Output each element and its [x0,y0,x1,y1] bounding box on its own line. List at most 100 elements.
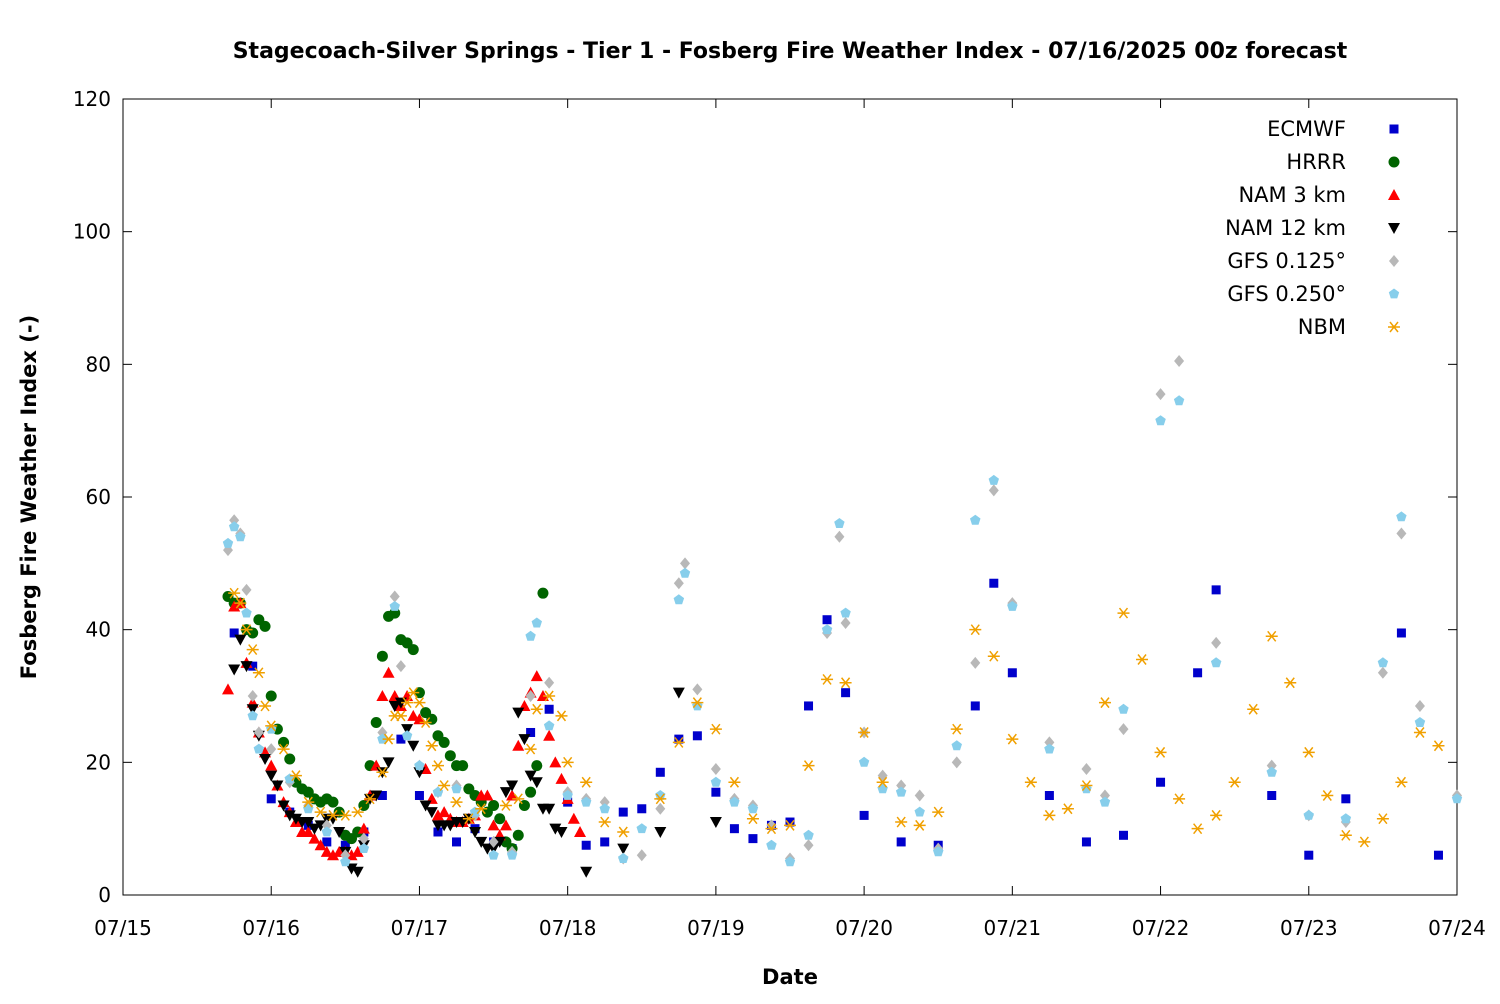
data-point-nam-12-km [469,826,482,838]
data-point-ecmwf [526,727,536,737]
data-point-nbm [1006,733,1019,745]
data-point-nam-3-km [413,713,426,725]
data-point-ecmwf [1267,791,1277,800]
y-axis-label: Fosberg Fire Weather Index (-) [17,315,41,679]
data-point-gfs-0-125 [655,802,666,815]
data-point-ecmwf [804,701,814,711]
data-point-gfs-0-250 [766,839,777,850]
data-point-nam-12-km [487,843,500,855]
data-point-hrrr [376,650,388,662]
data-point-hrrr [413,687,425,699]
data-point-nam-12-km [394,697,407,709]
data-point-nbm [672,736,685,748]
data-point-ecmwf [229,628,239,638]
data-point-nbm [1302,746,1315,758]
data-point-gfs-0-125 [673,577,684,590]
data-point-nbm [302,796,315,808]
data-point-ecmwf [414,791,424,800]
data-point-nbm [987,650,1000,662]
data-point-nam-12-km [246,704,259,716]
data-point-ecmwf [841,688,851,698]
data-point-nbm [1284,677,1297,689]
data-point-nbm [765,823,778,835]
data-point-nam-12-km [530,777,543,789]
data-point-gfs-0-250 [784,856,796,867]
data-point-gfs-0-250 [414,760,425,771]
data-point-nam-3-km [221,683,234,695]
data-point-nam-12-km [555,826,568,838]
data-point-ecmwf [618,807,628,817]
data-point-ecmwf [340,840,350,850]
data-point-nbm [1395,776,1408,788]
data-point-nam-3-km [314,839,327,851]
data-point-nam-3-km [487,819,500,831]
data-point-nam-12-km [709,817,722,829]
data-point-hrrr [531,760,543,772]
data-point-gfs-0-250 [988,474,999,485]
data-point-nbm [1080,780,1093,792]
data-point-ecmwf [322,837,332,847]
data-point-nbm [246,644,259,656]
data-point-gfs-0-250 [222,537,234,548]
data-point-ecmwf [1433,850,1443,860]
data-point-gfs-0-125 [389,590,400,603]
data-point-nam-12-km [401,724,414,736]
data-point-ecmwf [1044,791,1054,800]
data-point-nbm [895,816,908,828]
data-point-nam-12-km [580,866,593,878]
data-point-ecmwf [637,804,647,814]
data-point-gfs-0-125 [877,769,888,782]
data-point-nam-12-km [419,800,432,812]
data-point-hrrr [444,750,456,762]
data-point-gfs-0-250 [253,743,265,754]
legend-marker-nam-12-km [1388,223,1400,234]
data-point-nbm [932,806,945,818]
data-point-nam-3-km [407,709,420,721]
data-point-gfs-0-125 [1118,723,1129,736]
data-point-nam-3-km [530,670,543,682]
x-tick-label: 07/21 [984,916,1042,940]
data-point-ecmwf [748,834,758,844]
x-tick-label: 07/16 [242,916,300,940]
data-point-gfs-0-250 [679,567,691,578]
data-point-nam-12-km [326,813,339,825]
data-point-nam-3-km [228,600,241,612]
data-point-nbm [382,733,395,745]
y-tick-label: 0 [98,883,111,907]
data-point-gfs-0-250 [673,594,685,605]
data-point-gfs-0-125 [803,839,814,852]
x-tick-label: 07/18 [539,916,597,940]
data-point-nbm [1173,793,1186,805]
x-tick-label: 07/19 [687,916,745,940]
data-point-gfs-0-250 [562,790,573,800]
data-point-nbm [277,743,290,755]
legend-marker-gfs-0-125 [1389,255,1399,267]
data-point-nbm [1061,803,1074,815]
data-point-hrrr [278,736,290,748]
data-point-nam-12-km [302,817,315,829]
data-point-nbm [438,780,451,792]
data-point-ecmwf [266,794,276,804]
data-point-nam-3-km [320,845,333,857]
data-point-nbm [339,809,352,821]
data-point-gfs-0-250 [531,617,542,628]
data-point-nam-3-km [438,806,451,818]
data-point-hrrr [327,796,339,808]
data-point-nbm [1191,823,1204,835]
data-point-gfs-0-125 [970,656,981,669]
data-point-nbm [1339,829,1352,841]
data-point-nbm [394,710,407,722]
data-point-gfs-0-250 [803,829,814,840]
data-point-nbm [425,740,438,752]
data-point-nbm [524,743,537,755]
data-point-nam-12-km [289,813,302,825]
data-point-gfs-0-250 [710,776,722,787]
data-point-nam-12-km [240,661,253,673]
data-point-nam-12-km [617,843,630,855]
data-point-gfs-0-250 [581,796,592,807]
data-point-gfs-0-250 [1173,395,1185,406]
x-tick-label: 07/15 [94,916,152,940]
data-point-nbm [419,717,432,729]
data-point-gfs-0-250 [1340,813,1352,824]
